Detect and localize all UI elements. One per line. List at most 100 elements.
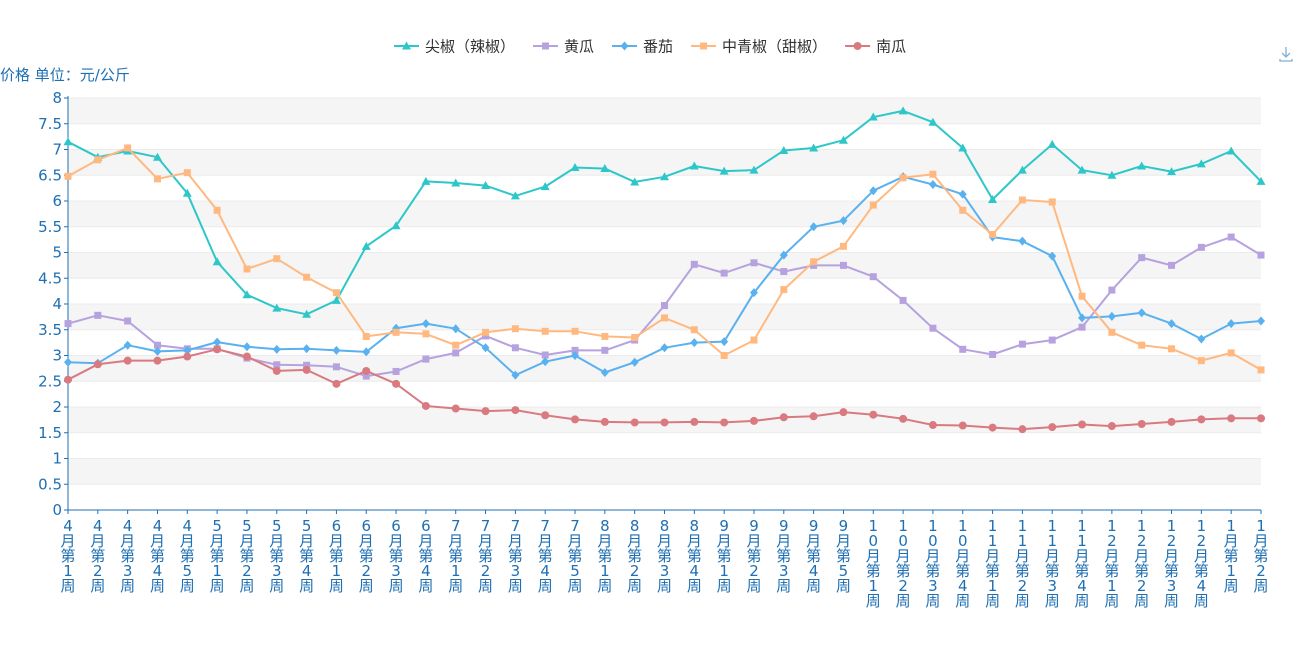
data-point[interactable] [361, 241, 371, 250]
data-point[interactable] [630, 177, 640, 186]
data-point[interactable] [93, 360, 102, 369]
data-point[interactable] [779, 146, 789, 155]
data-point[interactable] [1078, 420, 1087, 429]
data-point[interactable] [1196, 159, 1206, 168]
data-point[interactable] [838, 135, 848, 144]
data-point[interactable] [1227, 349, 1235, 357]
data-point[interactable] [1078, 313, 1087, 323]
data-point[interactable] [989, 230, 997, 238]
data-point[interactable] [571, 351, 580, 360]
data-point[interactable] [421, 401, 430, 410]
data-point[interactable] [332, 363, 340, 371]
data-point[interactable] [451, 178, 461, 187]
data-point[interactable] [362, 332, 370, 340]
data-point[interactable] [690, 260, 698, 268]
data-point[interactable] [780, 268, 788, 276]
legend-item[interactable]: 番茄 [612, 38, 673, 56]
data-point[interactable] [303, 273, 311, 281]
data-point[interactable] [749, 416, 758, 425]
data-point[interactable] [780, 286, 788, 294]
data-point[interactable] [64, 320, 72, 328]
data-point[interactable] [1227, 414, 1236, 423]
data-point[interactable] [720, 352, 728, 359]
data-point[interactable] [212, 257, 222, 266]
data-point[interactable] [1168, 261, 1176, 269]
data-point[interactable] [839, 242, 847, 250]
legend-item[interactable]: 黄瓜 [533, 38, 594, 56]
data-point[interactable] [720, 418, 729, 427]
data-point[interactable] [570, 163, 580, 172]
data-point[interactable] [421, 176, 431, 185]
legend-item[interactable]: 中青椒（甜椒） [691, 38, 827, 56]
data-point[interactable] [630, 357, 639, 367]
data-point[interactable] [302, 309, 312, 318]
data-point[interactable] [661, 302, 668, 310]
data-point[interactable] [511, 344, 519, 352]
data-point[interactable] [898, 106, 908, 115]
data-point[interactable] [958, 421, 967, 430]
legend[interactable]: 尖椒（辣椒） 黄瓜 番茄 中青椒（甜椒） 南瓜 [394, 38, 906, 56]
data-point[interactable] [332, 379, 341, 388]
data-point[interactable] [124, 317, 132, 325]
data-point[interactable] [749, 288, 758, 298]
data-point[interactable] [1137, 419, 1146, 428]
data-point[interactable] [1108, 328, 1116, 336]
data-point[interactable] [332, 345, 341, 355]
data-point[interactable] [1107, 170, 1117, 179]
data-point[interactable] [929, 170, 937, 178]
data-point[interactable] [183, 345, 192, 355]
legend-item[interactable]: 南瓜 [845, 38, 906, 56]
data-point[interactable] [64, 172, 72, 180]
data-point[interactable] [391, 221, 401, 230]
data-point[interactable] [1108, 286, 1116, 294]
data-point[interactable] [571, 327, 579, 335]
data-point[interactable] [94, 156, 102, 164]
data-point[interactable] [153, 356, 162, 365]
data-point[interactable] [660, 172, 669, 181]
data-point[interactable] [1047, 139, 1057, 148]
data-point[interactable] [541, 357, 550, 367]
data-point[interactable] [1197, 334, 1206, 344]
data-point[interactable] [809, 143, 819, 152]
data-point[interactable] [1257, 414, 1265, 423]
data-point[interactable] [213, 345, 222, 354]
data-point[interactable] [779, 413, 788, 422]
data-point[interactable] [601, 346, 609, 354]
data-point[interactable] [452, 341, 460, 349]
data-point[interactable] [1197, 243, 1205, 251]
data-point[interactable] [272, 303, 282, 312]
data-point[interactable] [959, 345, 967, 353]
data-point[interactable] [750, 259, 758, 267]
data-point[interactable] [482, 332, 490, 340]
data-point[interactable] [869, 201, 877, 209]
data-point[interactable] [362, 366, 371, 375]
data-point[interactable] [689, 161, 699, 170]
data-point[interactable] [242, 342, 251, 352]
data-point[interactable] [123, 340, 132, 350]
data-point[interactable] [64, 357, 72, 367]
data-point[interactable] [481, 181, 491, 190]
data-point[interactable] [421, 319, 430, 329]
data-point[interactable] [1167, 417, 1176, 426]
data-point[interactable] [392, 367, 400, 375]
legend-item[interactable]: 尖椒（辣椒） [394, 38, 515, 56]
data-point[interactable] [1018, 236, 1027, 246]
data-point[interactable] [719, 166, 729, 175]
data-point[interactable] [272, 366, 281, 375]
data-point[interactable] [1138, 341, 1146, 349]
data-point[interactable] [1168, 345, 1176, 353]
data-point[interactable] [690, 338, 699, 348]
data-point[interactable] [123, 356, 132, 365]
data-point[interactable] [1257, 366, 1265, 374]
data-point[interactable] [1137, 161, 1147, 170]
data-point[interactable] [928, 117, 938, 126]
data-point[interactable] [392, 328, 400, 336]
data-point[interactable] [600, 417, 609, 426]
data-point[interactable] [988, 423, 997, 432]
data-point[interactable] [540, 182, 550, 191]
data-point[interactable] [571, 415, 580, 424]
data-point[interactable] [451, 324, 460, 334]
data-point[interactable] [183, 352, 192, 361]
data-point[interactable] [720, 269, 728, 277]
data-point[interactable] [630, 418, 639, 427]
